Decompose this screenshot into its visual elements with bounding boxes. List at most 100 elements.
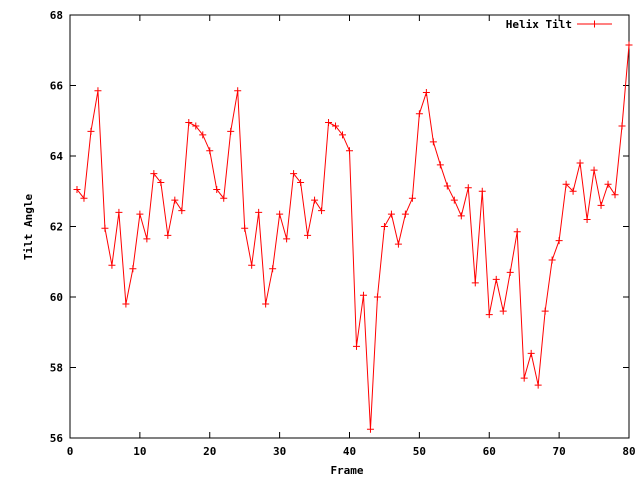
- data-point: [87, 127, 95, 135]
- data-point: [569, 187, 577, 195]
- data-point: [534, 381, 542, 389]
- data-point: [618, 122, 626, 130]
- data-point: [269, 265, 277, 273]
- data-point: [443, 182, 451, 190]
- series-line: [76, 44, 630, 430]
- data-point: [227, 127, 235, 135]
- data-point: [325, 119, 333, 127]
- data-point: [464, 184, 472, 192]
- data-point: [401, 210, 409, 218]
- legend-marker: [591, 20, 598, 28]
- data-point: [366, 425, 374, 433]
- data-point: [499, 307, 507, 315]
- data-point: [94, 87, 102, 95]
- data-point: [373, 293, 381, 301]
- data-point: [143, 235, 151, 243]
- data-point: [220, 194, 228, 202]
- legend-label: Helix Tilt: [506, 18, 572, 31]
- data-point: [485, 311, 493, 319]
- data-point: [192, 122, 200, 130]
- data-point: [611, 191, 619, 199]
- axis-ticks: 0 10 20 30 40 50 60 70 80 56 58 60 62 64 66 68: [50, 9, 636, 458]
- x-tick-label: 40: [343, 445, 356, 458]
- data-point: [562, 180, 570, 188]
- data-point: [262, 300, 270, 308]
- y-tick-label: 56: [50, 432, 64, 445]
- series-layer: [73, 41, 633, 433]
- data-point: [520, 374, 528, 382]
- x-axis-title: Frame: [330, 464, 363, 477]
- y-axis-title: Tilt Angle: [22, 194, 35, 261]
- data-point: [359, 291, 367, 299]
- data-point: [408, 194, 416, 202]
- data-point: [297, 178, 305, 186]
- data-point: [387, 210, 395, 218]
- x-tick-label: 50: [413, 445, 426, 458]
- data-point: [478, 187, 486, 195]
- data-point: [101, 224, 109, 232]
- data-point: [555, 237, 563, 245]
- data-point: [492, 275, 500, 283]
- data-point: [164, 231, 172, 239]
- data-point: [234, 87, 242, 95]
- data-point: [304, 231, 312, 239]
- y-tick-label: 60: [50, 291, 63, 304]
- data-point: [450, 196, 458, 204]
- data-point: [115, 208, 123, 216]
- legend: Helix Tilt: [506, 18, 612, 31]
- data-point: [80, 194, 88, 202]
- data-point: [255, 208, 263, 216]
- data-point: [248, 261, 256, 269]
- data-point: [171, 196, 179, 204]
- x-tick-label: 0: [67, 445, 74, 458]
- y-tick-label: 64: [50, 150, 64, 163]
- data-point: [527, 349, 535, 357]
- data-point: [73, 185, 81, 193]
- data-point: [206, 147, 214, 155]
- y-tick-label: 62: [50, 221, 63, 234]
- data-point: [150, 170, 158, 178]
- data-point: [506, 268, 514, 276]
- data-point: [136, 210, 144, 218]
- data-point: [604, 180, 612, 188]
- y-tick-label: 66: [50, 80, 64, 93]
- x-tick-label: 30: [273, 445, 286, 458]
- data-point: [290, 170, 298, 178]
- data-point: [436, 161, 444, 169]
- data-point: [157, 178, 165, 186]
- data-point: [332, 122, 340, 130]
- data-point: [178, 207, 186, 215]
- data-point: [318, 207, 326, 215]
- data-point: [471, 279, 479, 287]
- data-point: [541, 307, 549, 315]
- x-tick-label: 70: [553, 445, 566, 458]
- data-point: [129, 265, 137, 273]
- data-point: [394, 240, 402, 248]
- data-point: [213, 185, 221, 193]
- x-tick-label: 10: [133, 445, 146, 458]
- data-point: [241, 224, 249, 232]
- data-point: [276, 210, 284, 218]
- data-point: [352, 342, 360, 350]
- x-tick-label: 80: [622, 445, 635, 458]
- data-point: [108, 261, 116, 269]
- y-tick-label: 68: [50, 9, 63, 22]
- data-point: [311, 196, 319, 204]
- legend-point-marker: [591, 20, 598, 28]
- x-tick-label: 60: [483, 445, 496, 458]
- data-point: [513, 228, 521, 236]
- data-point: [590, 166, 598, 174]
- data-point: [422, 89, 430, 97]
- data-point: [415, 110, 423, 118]
- y-tick-label: 58: [50, 362, 63, 375]
- data-point: [583, 215, 591, 223]
- data-point: [597, 201, 605, 209]
- data-point: [283, 235, 291, 243]
- data-point: [429, 138, 437, 146]
- data-point: [625, 41, 633, 49]
- data-point: [576, 159, 584, 167]
- data-point: [199, 131, 207, 139]
- data-point: [122, 300, 130, 308]
- data-point: [346, 147, 353, 155]
- data-point: [380, 223, 388, 230]
